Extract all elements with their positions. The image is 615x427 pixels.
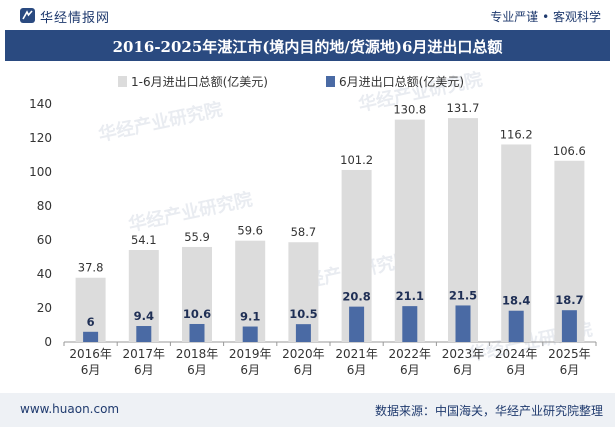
x-tick-label: 2021年 6月	[335, 347, 378, 377]
x-tick-label: 2020年 6月	[282, 347, 325, 377]
data-label-june: 21.1	[396, 289, 424, 303]
data-label-cumulative: 59.6	[237, 224, 263, 238]
x-tick-label: 2024年 6月	[495, 347, 538, 377]
bar-june	[136, 326, 152, 342]
title-bar: 2016-2025年湛江市(境内目的地/货源地)6月进出口总额	[5, 30, 610, 61]
data-label-cumulative: 131.7	[447, 101, 480, 115]
x-tick-label: 2023年 6月	[442, 347, 485, 377]
brand-name: 华经情报网	[40, 11, 111, 26]
data-label-june: 10.6	[183, 307, 211, 321]
bar-cumulative	[394, 119, 425, 342]
bar-june	[402, 306, 418, 342]
data-label-june: 21.5	[449, 288, 477, 302]
x-tick-label: 2019年 6月	[229, 347, 272, 377]
data-label-cumulative: 116.2	[500, 127, 533, 141]
x-tick-label: 2018年 6月	[176, 347, 219, 377]
legend-swatch-1	[118, 76, 127, 87]
y-tick-label: 80	[37, 199, 52, 213]
legend-label-1: 1-6月进出口总额(亿美元)	[131, 74, 268, 89]
bar-june	[295, 324, 311, 342]
watermark-text: 华经产业研究院	[126, 188, 254, 236]
x-tick-label: 2016年 6月	[69, 347, 112, 377]
bar-june	[561, 310, 577, 342]
data-label-cumulative: 54.1	[131, 233, 157, 247]
y-tick-label: 40	[37, 267, 52, 281]
bar-june	[508, 310, 524, 342]
data-label-cumulative: 101.2	[340, 153, 373, 167]
y-tick-label: 60	[37, 233, 52, 247]
data-label-june: 20.8	[342, 290, 370, 304]
watermark-text: 华经产业研究院	[96, 98, 224, 146]
footer-url: www.huaon.com	[20, 402, 120, 416]
x-tick-label: 2017年 6月	[123, 347, 166, 377]
data-label-cumulative: 130.8	[393, 103, 426, 117]
x-tick-label: 2025年 6月	[548, 347, 591, 377]
bar-cumulative	[235, 240, 266, 342]
legend-label-2: 6月进出口总额(亿美元)	[339, 74, 464, 89]
bar-june	[189, 323, 205, 342]
slogan: 专业严谨 • 客观科学	[490, 10, 601, 24]
data-label-june: 10.5	[289, 307, 317, 321]
bar-june	[83, 331, 99, 342]
data-label-june: 6	[87, 315, 95, 329]
y-tick-label: 120	[29, 131, 52, 145]
bar-cumulative	[75, 277, 106, 342]
data-label-cumulative: 58.7	[291, 225, 317, 239]
x-tick-label: 2022年 6月	[389, 347, 432, 377]
data-label-june: 9.1	[240, 310, 260, 324]
data-label-june: 18.4	[502, 294, 530, 308]
bar-cumulative	[501, 144, 532, 342]
legend-swatch-2	[326, 76, 335, 87]
chart-title: 2016-2025年湛江市(境内目的地/货源地)6月进出口总额	[112, 38, 503, 56]
footer: www.huaon.com 数据来源：中国海关，华经产业研究院整理	[0, 393, 615, 427]
bar-june	[242, 326, 258, 342]
data-source: 数据来源：中国海关，华经产业研究院整理	[374, 404, 603, 418]
huajing-logo-icon	[20, 8, 35, 23]
chart-area: 华经产业研究院华经产业研究院华经产业研究院华经产业研究院华经产业研究院1-6月进…	[29, 68, 597, 377]
y-tick-label: 20	[37, 301, 52, 315]
data-label-june: 9.4	[134, 309, 154, 323]
bar-june	[349, 306, 365, 342]
data-label-cumulative: 55.9	[184, 230, 210, 244]
data-label-june: 18.7	[555, 293, 583, 307]
y-tick-label: 0	[44, 335, 52, 349]
bar-june	[455, 305, 471, 342]
data-label-cumulative: 37.8	[78, 261, 104, 275]
top-bar: 华经情报网 专业严谨 • 客观科学	[0, 0, 615, 30]
data-label-cumulative: 106.6	[553, 144, 586, 158]
y-tick-label: 100	[29, 165, 52, 179]
y-tick-label: 140	[29, 97, 52, 111]
bar-cumulative	[448, 118, 478, 342]
